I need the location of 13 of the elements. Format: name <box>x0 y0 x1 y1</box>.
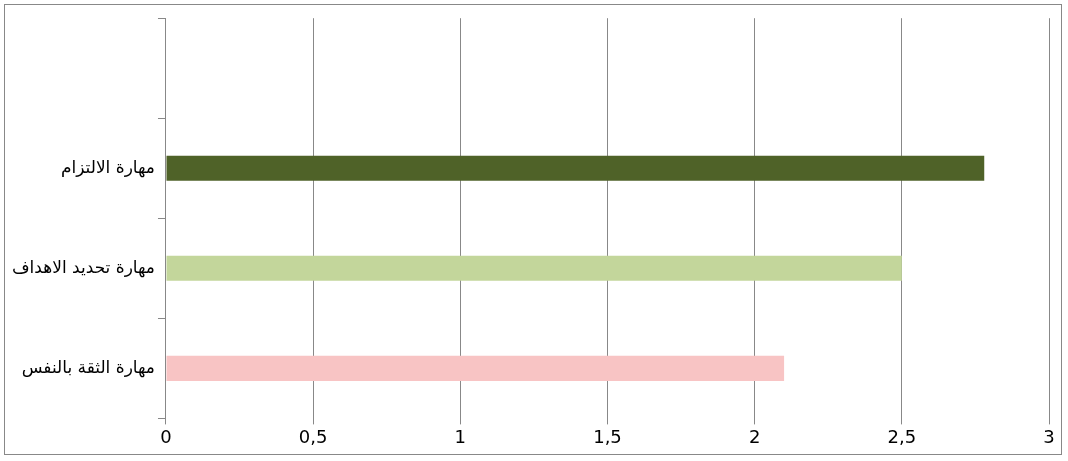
bar <box>166 255 902 281</box>
x-tick-label: 2,5 <box>887 425 917 447</box>
x-tick-label: 1,5 <box>593 425 622 447</box>
x-tick-label: 0,5 <box>298 425 328 447</box>
y-tick-label: مهارة الالتزام <box>60 156 155 178</box>
bar <box>166 155 985 181</box>
bar <box>166 355 785 381</box>
x-tick-label: 3 <box>1043 425 1055 447</box>
y-tick-label: مهارة الثقة بالنفس <box>21 356 155 378</box>
y-tick-label: مهارة تحديد الاهداف <box>12 256 155 278</box>
x-tick-label: 2 <box>748 425 761 447</box>
x-tick-label: 1 <box>454 425 467 447</box>
x-tick-label: 0 <box>160 425 172 447</box>
